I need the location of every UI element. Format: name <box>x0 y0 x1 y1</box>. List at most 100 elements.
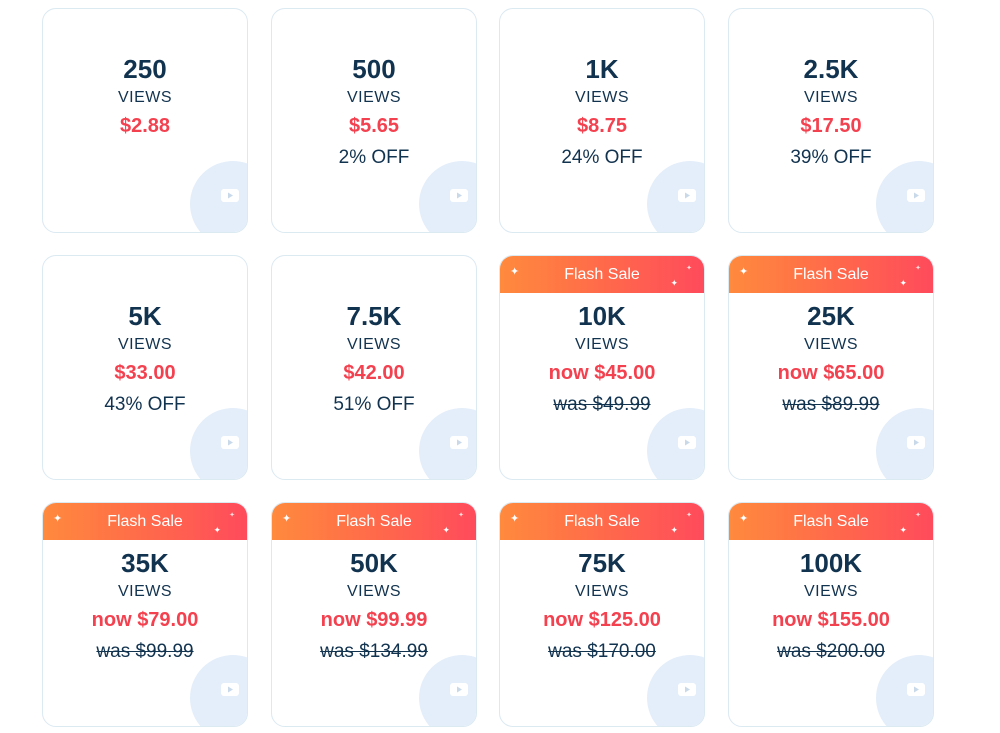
package-card-100k[interactable]: ✦ Flash Sale ✦ ✦ 100K VIEWS now $155.00 … <box>728 502 934 727</box>
package-card-2-5k[interactable]: 2.5K VIEWS $17.50 39% OFF <box>728 8 934 233</box>
package-card-50k[interactable]: ✦ Flash Sale ✦ ✦ 50K VIEWS now $99.99 wa… <box>271 502 477 727</box>
package-card-1k[interactable]: 1K VIEWS $8.75 24% OFF <box>499 8 705 233</box>
icon-circle <box>876 655 933 726</box>
youtube-play-icon <box>907 189 925 202</box>
original-price: was $49.99 <box>553 394 651 415</box>
package-price: now $79.00 <box>91 609 199 631</box>
package-quantity: 2.5K <box>803 54 859 84</box>
package-quantity: 500 <box>352 54 396 84</box>
package-unit: VIEWS <box>574 583 630 600</box>
package-price: $17.50 <box>800 115 862 137</box>
icon-circle <box>190 161 247 232</box>
icon-circle <box>419 655 476 726</box>
flash-sale-banner: ✦ Flash Sale ✦ ✦ <box>729 256 933 293</box>
youtube-play-icon <box>450 683 468 696</box>
youtube-play-icon <box>678 189 696 202</box>
sparkle-icon: ✦ <box>915 265 921 272</box>
flash-sale-label: Flash Sale <box>107 513 183 530</box>
card-body: 2.5K VIEWS $17.50 39% OFF <box>729 53 933 170</box>
flash-sale-label: Flash Sale <box>336 513 412 530</box>
package-quantity: 50K <box>350 548 398 578</box>
sparkle-icon: ✦ <box>229 512 235 519</box>
sparkle-icon: ✦ <box>686 265 692 272</box>
discount-label: 39% OFF <box>790 147 872 168</box>
sparkle-icon: ✦ <box>915 512 921 519</box>
package-card-10k[interactable]: ✦ Flash Sale ✦ ✦ 10K VIEWS now $45.00 wa… <box>499 255 705 480</box>
sparkle-icon: ✦ <box>686 512 692 519</box>
icon-circle <box>419 408 476 479</box>
package-card-75k[interactable]: ✦ Flash Sale ✦ ✦ 75K VIEWS now $125.00 w… <box>499 502 705 727</box>
youtube-play-icon <box>678 683 696 696</box>
original-price: was $134.99 <box>320 641 428 662</box>
original-price: was $99.99 <box>96 641 194 662</box>
package-unit: VIEWS <box>117 583 173 600</box>
package-unit: VIEWS <box>346 89 402 106</box>
package-price: $33.00 <box>114 362 176 384</box>
card-body: 7.5K VIEWS $42.00 51% OFF <box>272 300 476 417</box>
card-body: 10K VIEWS now $45.00 was $49.99 <box>500 300 704 417</box>
flash-sale-banner: ✦ Flash Sale ✦ ✦ <box>729 503 933 540</box>
package-quantity: 7.5K <box>346 301 402 331</box>
sparkle-icon: ✦ <box>213 525 221 535</box>
sparkle-icon: ✦ <box>670 278 678 288</box>
card-body: 35K VIEWS now $79.00 was $99.99 <box>43 547 247 664</box>
original-price: was $89.99 <box>782 394 880 415</box>
card-body: 50K VIEWS now $99.99 was $134.99 <box>272 547 476 664</box>
flash-sale-banner: ✦ Flash Sale ✦ ✦ <box>43 503 247 540</box>
package-quantity: 35K <box>121 548 169 578</box>
card-body: 250 VIEWS $2.88 <box>43 53 247 139</box>
package-unit: VIEWS <box>803 336 859 353</box>
package-quantity: 25K <box>807 301 855 331</box>
package-card-35k[interactable]: ✦ Flash Sale ✦ ✦ 35K VIEWS now $79.00 wa… <box>42 502 248 727</box>
package-quantity: 5K <box>128 301 162 331</box>
flash-sale-banner: ✦ Flash Sale ✦ ✦ <box>272 503 476 540</box>
original-price: was $170.00 <box>548 641 656 662</box>
youtube-play-icon <box>450 189 468 202</box>
package-price: now $65.00 <box>777 362 885 384</box>
discount-label: 51% OFF <box>333 394 415 415</box>
package-card-25k[interactable]: ✦ Flash Sale ✦ ✦ 25K VIEWS now $65.00 wa… <box>728 255 934 480</box>
package-card-500[interactable]: 500 VIEWS $5.65 2% OFF <box>271 8 477 233</box>
icon-circle <box>647 408 704 479</box>
sparkle-icon: ✦ <box>53 513 63 525</box>
icon-circle <box>190 408 247 479</box>
sparkle-icon: ✦ <box>739 266 749 278</box>
icon-circle <box>647 161 704 232</box>
package-quantity: 100K <box>799 548 863 578</box>
sparkle-icon: ✦ <box>670 525 678 535</box>
package-unit: VIEWS <box>117 336 173 353</box>
sparkle-icon: ✦ <box>899 525 907 535</box>
package-card-250[interactable]: 250 VIEWS $2.88 <box>42 8 248 233</box>
package-unit: VIEWS <box>346 336 402 353</box>
sparkle-icon: ✦ <box>899 278 907 288</box>
youtube-play-icon <box>907 683 925 696</box>
card-body: 5K VIEWS $33.00 43% OFF <box>43 300 247 417</box>
youtube-play-icon <box>221 683 239 696</box>
youtube-play-icon <box>907 436 925 449</box>
icon-circle <box>876 408 933 479</box>
youtube-play-icon <box>221 436 239 449</box>
package-price: $8.75 <box>576 115 628 137</box>
package-card-5k[interactable]: 5K VIEWS $33.00 43% OFF <box>42 255 248 480</box>
youtube-play-icon <box>221 189 239 202</box>
package-price: now $125.00 <box>543 609 661 631</box>
youtube-play-icon <box>678 436 696 449</box>
package-price: $2.88 <box>119 115 171 137</box>
card-body: 100K VIEWS now $155.00 was $200.00 <box>729 547 933 664</box>
package-unit: VIEWS <box>803 89 859 106</box>
package-unit: VIEWS <box>803 583 859 600</box>
package-unit: VIEWS <box>117 89 173 106</box>
package-price: $42.00 <box>343 362 405 384</box>
flash-sale-label: Flash Sale <box>564 266 640 283</box>
discount-label: 24% OFF <box>561 147 643 168</box>
package-price: now $155.00 <box>772 609 890 631</box>
package-unit: VIEWS <box>346 583 402 600</box>
youtube-play-icon <box>450 436 468 449</box>
sparkle-icon: ✦ <box>510 513 520 525</box>
package-quantity: 75K <box>578 548 626 578</box>
card-body: 75K VIEWS now $125.00 was $170.00 <box>500 547 704 664</box>
sparkle-icon: ✦ <box>739 513 749 525</box>
package-card-7-5k[interactable]: 7.5K VIEWS $42.00 51% OFF <box>271 255 477 480</box>
flash-sale-banner: ✦ Flash Sale ✦ ✦ <box>500 256 704 293</box>
